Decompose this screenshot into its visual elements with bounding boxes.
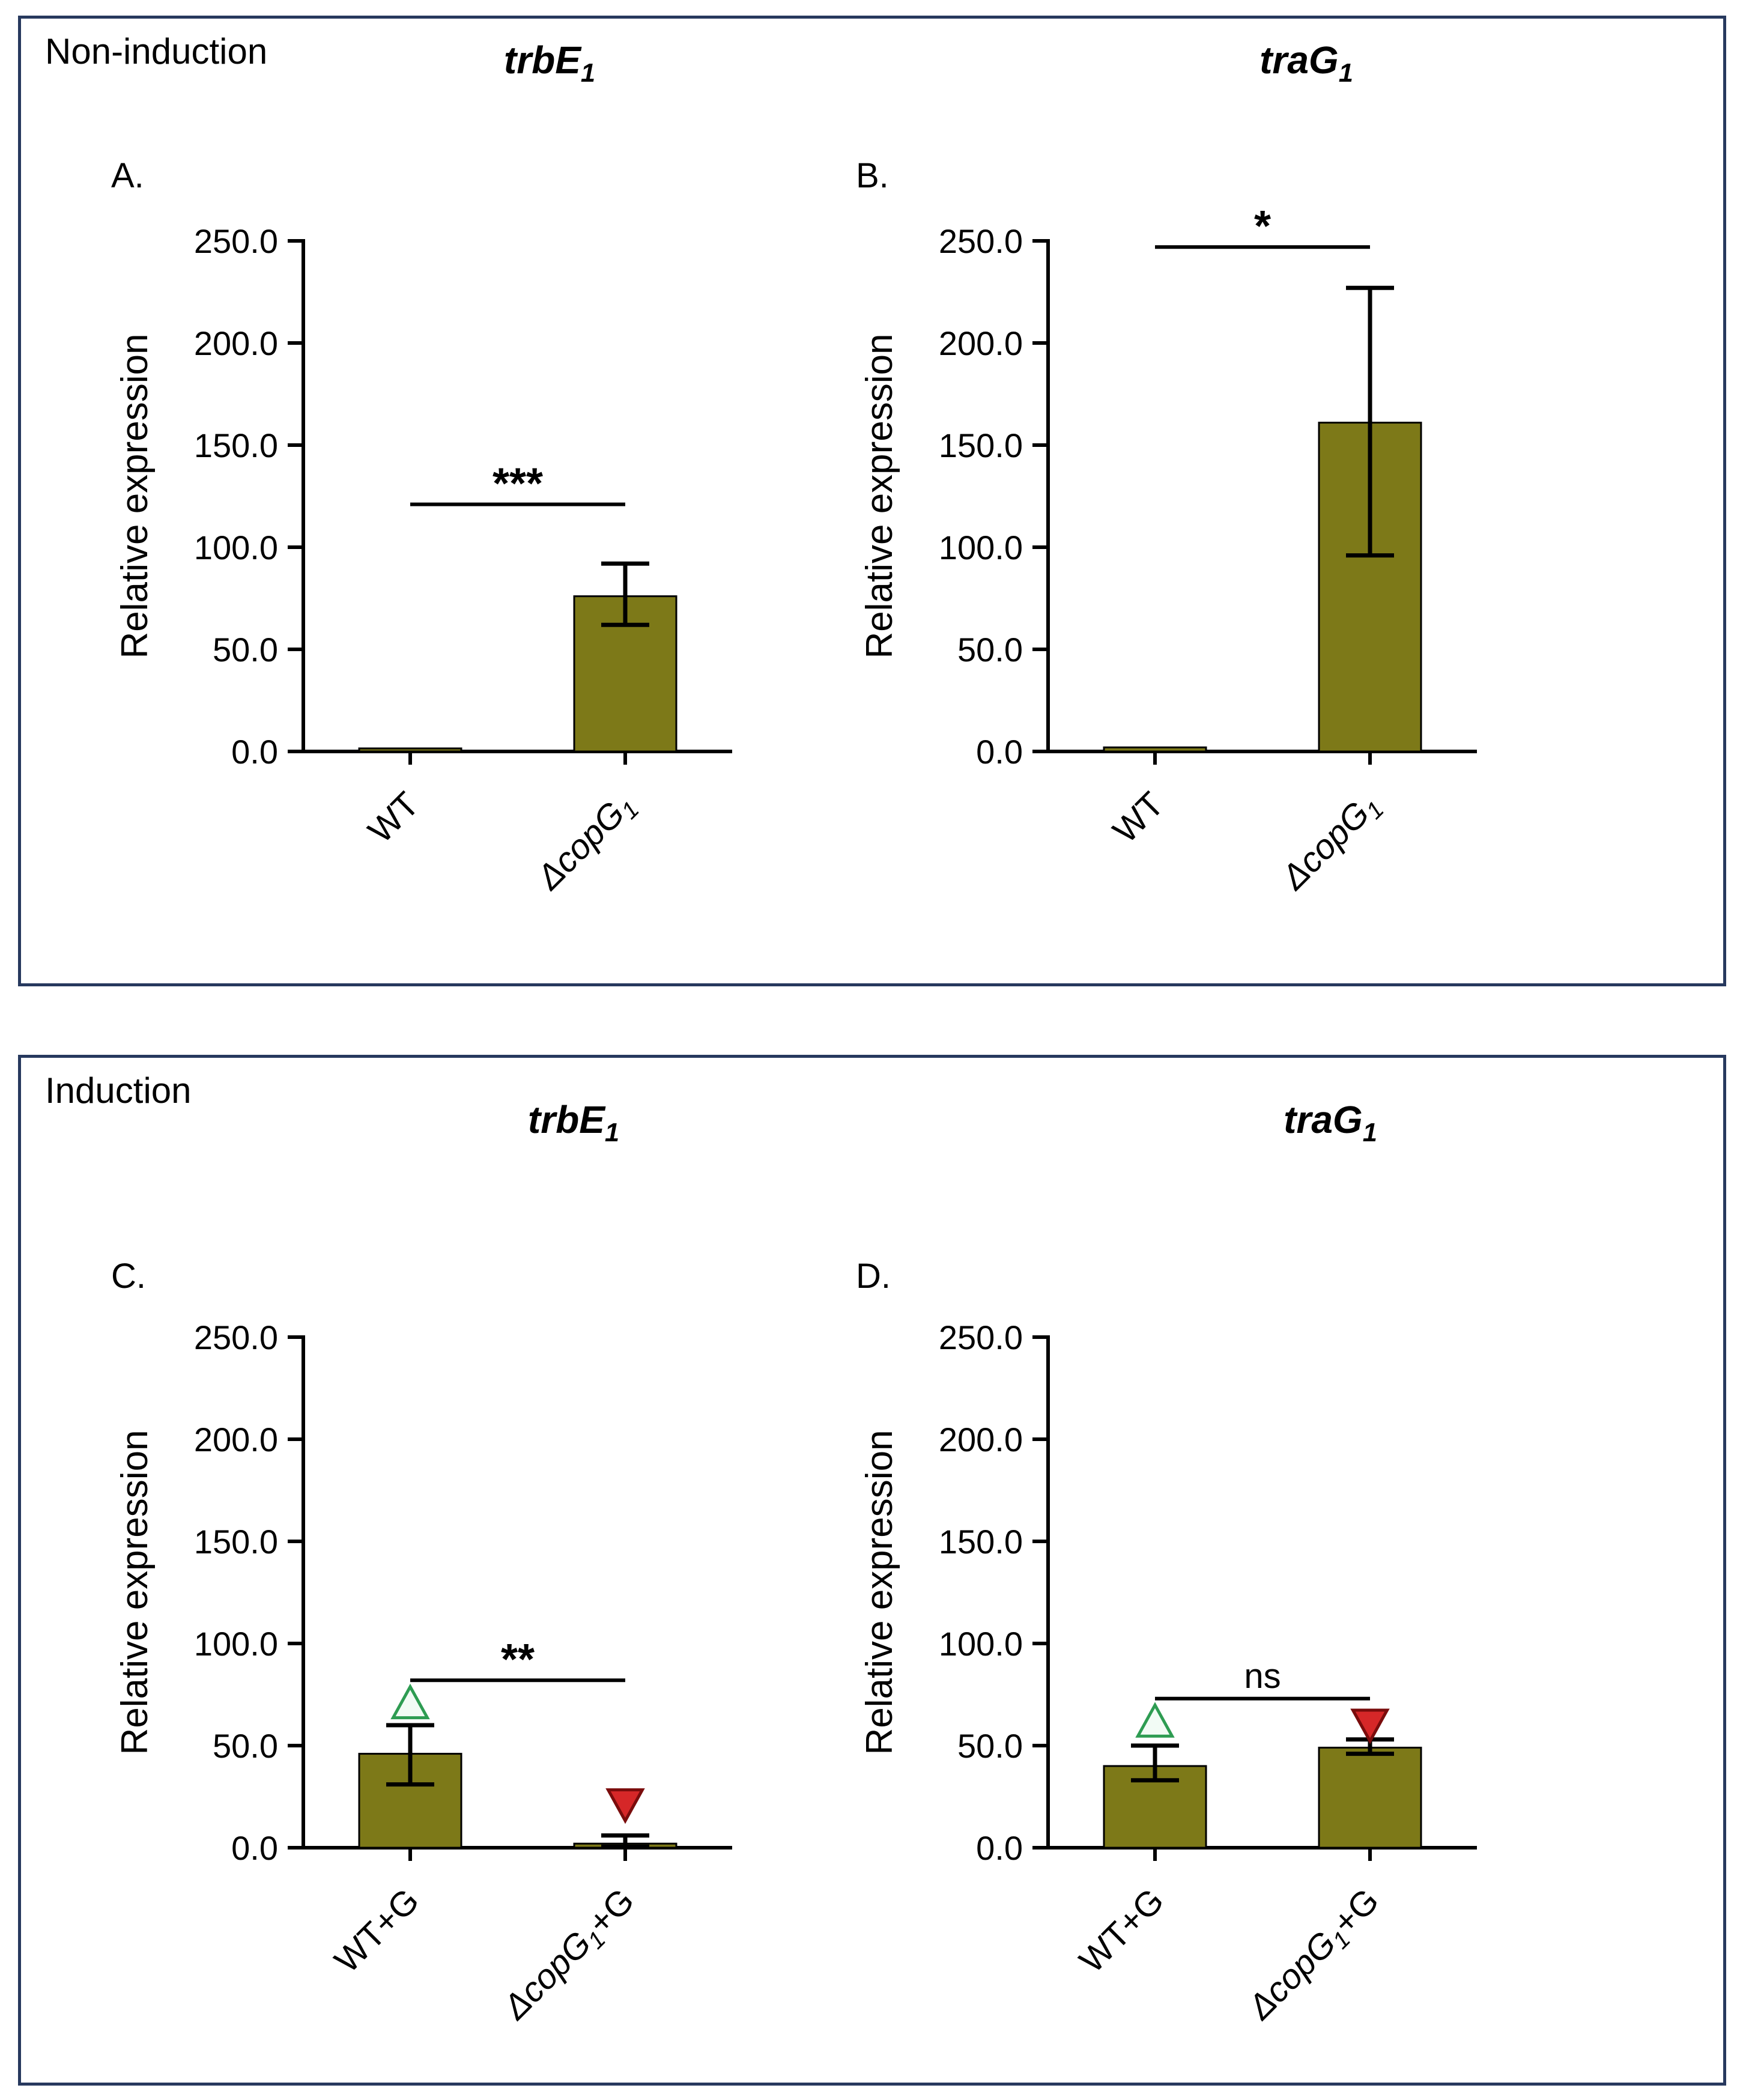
chart-title-trbE1-C: trbE1 (381, 1097, 766, 1148)
x-category-label: WT (1105, 784, 1171, 851)
y-tick-label: 200.0 (939, 324, 1023, 362)
chart-title-trbE1-A: trbE1 (357, 38, 742, 88)
x-category-label: ΔcopG1 (1273, 784, 1389, 900)
chart-B-traG1: 0.0 50.0 100.0 150.0 200.0 250.0 Relative expr… (859, 202, 1477, 900)
panel-non-induction: Non-induction trbE1 traG1 A. B. 0.0 50.0 1… (18, 16, 1726, 986)
panel-label-induction: Induction (45, 1070, 192, 1111)
x-category-label: WT (360, 784, 426, 851)
y-axis-title: Relative expression (859, 333, 900, 658)
y-tick-label: 250.0 (939, 222, 1023, 260)
y-tick-label: 50.0 (957, 1727, 1023, 1765)
title-subscript: 1 (1362, 1118, 1377, 1147)
y-tick-label: 50.0 (957, 631, 1023, 669)
significance-label: ** (501, 1636, 535, 1684)
panel-label-non-induction: Non-induction (45, 31, 268, 71)
chart-title-traG1-D: traG1 (1138, 1097, 1523, 1148)
y-tick-label: 0.0 (976, 1829, 1023, 1867)
y-axis-title: Relative expression (114, 1430, 156, 1755)
x-category-label: ΔcopG1 (529, 784, 644, 900)
y-tick-label: 0.0 (231, 1829, 278, 1867)
y-tick-label: 150.0 (939, 1523, 1023, 1561)
y-tick-label: 200.0 (194, 324, 278, 362)
y-tick-label: 100.0 (194, 1625, 278, 1663)
panel-letter-D: D. (856, 1257, 891, 1296)
y-tick-label: 100.0 (194, 529, 278, 566)
y-tick-label: 200.0 (939, 1421, 1023, 1458)
panel-induction: Induction trbE1 traG1 C. D. 0.0 50.0 100.0… (18, 1055, 1726, 2086)
y-tick-label: 0.0 (231, 733, 278, 771)
y-tick-label: 250.0 (194, 1319, 278, 1356)
y-tick-label: 0.0 (976, 733, 1023, 771)
y-tick-label: 100.0 (939, 1625, 1023, 1663)
x-category-label: ΔcopG1+G (495, 1881, 644, 2030)
triangle-down-marker (1350, 1708, 1390, 1744)
y-tick-label: 250.0 (939, 1319, 1023, 1356)
panel-letter-A: A. (111, 156, 144, 195)
bar (358, 747, 462, 753)
title-text: trbE (527, 1098, 605, 1141)
chart-D-traG1: 0.0 50.0 100.0 150.0 200.0 250.0 Relative expr… (859, 1319, 1477, 2030)
significance-label: *** (493, 460, 543, 508)
x-category-label: ΔcopG1+G (1240, 1881, 1389, 2030)
title-subscript: 1 (604, 1118, 620, 1147)
chart-title-traG1-B: traG1 (1114, 38, 1499, 88)
y-tick-label: 150.0 (194, 1523, 278, 1561)
title-subscript: 1 (1338, 58, 1353, 88)
chart-C-trbE1: 0.0 50.0 100.0 150.0 200.0 250.0 Relative expr… (114, 1319, 732, 2030)
chart-A-trbE1: 0.0 50.0 100.0 150.0 200.0 250.0 Relative expr… (114, 222, 732, 900)
triangle-up-marker (1135, 1702, 1175, 1738)
significance-label: ns (1244, 1657, 1281, 1696)
y-axis-title: Relative expression (859, 1430, 900, 1755)
x-category-label: WT+G (1072, 1881, 1172, 1980)
title-text: trbE (503, 38, 581, 82)
panel-letter-B: B. (856, 156, 889, 195)
y-tick-label: 150.0 (194, 426, 278, 464)
panel-letter-C: C. (111, 1257, 146, 1296)
triangle-down-marker (605, 1788, 645, 1824)
y-axis-title: Relative expression (114, 333, 156, 658)
title-subscript: 1 (580, 58, 596, 88)
significance-label: * (1254, 202, 1271, 250)
y-tick-label: 150.0 (939, 426, 1023, 464)
y-tick-label: 50.0 (213, 631, 278, 669)
y-tick-label: 200.0 (194, 1421, 278, 1458)
bar (1103, 746, 1207, 753)
y-tick-label: 100.0 (939, 529, 1023, 566)
y-tick-label: 250.0 (194, 222, 278, 260)
triangle-up-marker (390, 1683, 430, 1720)
bar (1318, 1746, 1422, 1849)
y-tick-label: 50.0 (213, 1727, 278, 1765)
x-category-label: WT+G (327, 1881, 427, 1980)
title-text: traG (1259, 38, 1339, 82)
title-text: traG (1284, 1098, 1363, 1141)
